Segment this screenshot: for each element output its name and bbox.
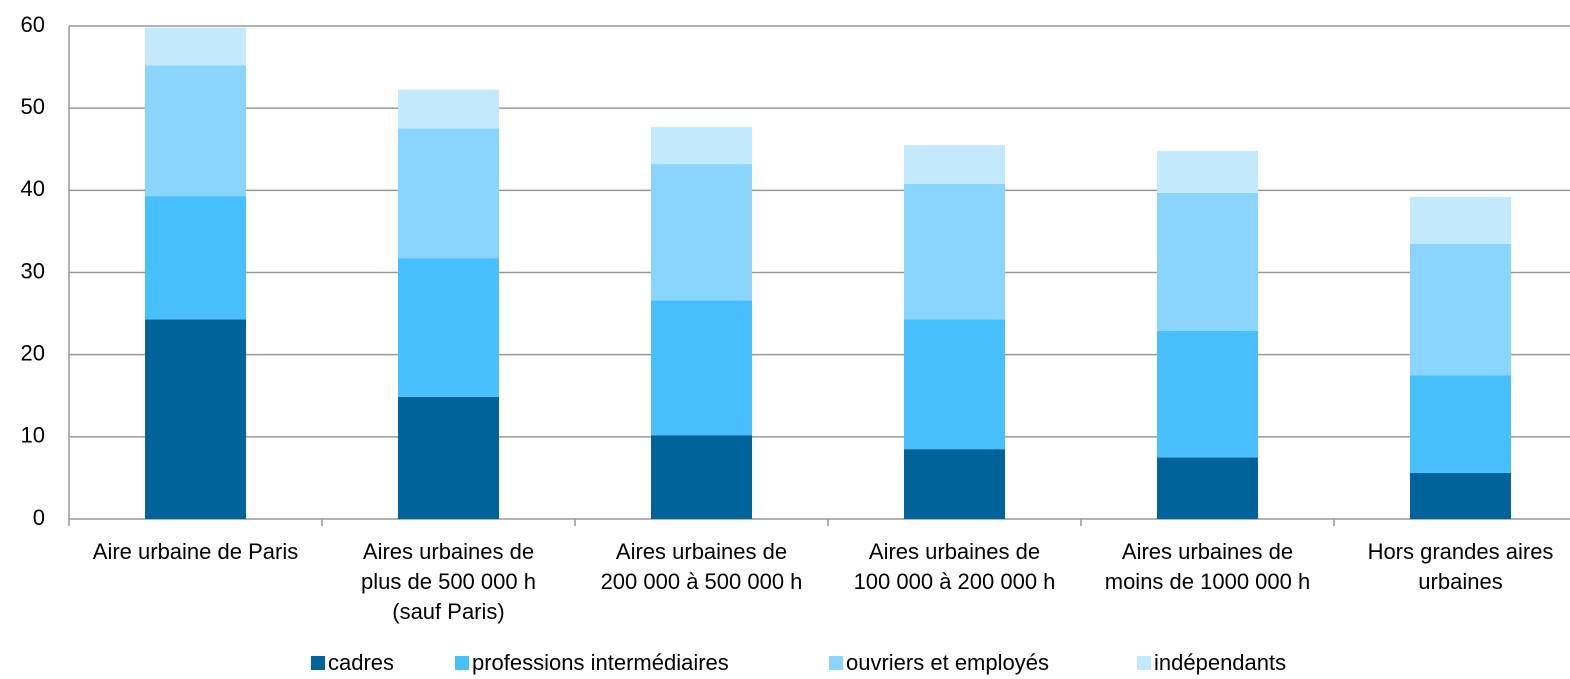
bar-segment — [1410, 472, 1511, 519]
bar-segment — [145, 319, 246, 519]
bar-segment — [651, 164, 752, 301]
y-tick-label: 50 — [21, 94, 45, 119]
bar-segment — [1410, 375, 1511, 473]
x-tick-label: Aires urbaines de 100 000 à 200 000 h — [853, 539, 1056, 594]
x-tick-label: Hors grandes aires urbaines — [1367, 539, 1554, 594]
y-tick-label: 30 — [21, 258, 45, 283]
legend-swatch — [455, 656, 469, 670]
legend-label: cadres — [328, 650, 394, 675]
bar-segment — [904, 183, 1005, 320]
bar-segment — [904, 319, 1005, 450]
bar-segment — [145, 27, 246, 66]
bar-segment — [145, 65, 246, 197]
legend-swatch — [1137, 656, 1151, 670]
bar-segment — [651, 127, 752, 165]
y-tick-label: 20 — [21, 340, 45, 365]
x-tick-label: Aires urbaines de plus de 500 000 h (sau… — [361, 539, 536, 624]
legend-label: ouvriers et employés — [846, 650, 1049, 675]
bar-segment — [904, 145, 1005, 184]
legend-label: indépendants — [1154, 650, 1286, 675]
x-tick-label: Aires urbaines de moins de 1000 000 h — [1104, 539, 1311, 594]
bar-segment — [1157, 457, 1258, 519]
bar-segment — [398, 89, 499, 129]
bar-segment — [651, 435, 752, 519]
bar-segment — [1410, 196, 1511, 244]
bar-segment — [398, 128, 499, 259]
bar-segment — [398, 396, 499, 519]
bar-segment — [1157, 330, 1258, 458]
bar-segment — [904, 449, 1005, 519]
bar-segment — [398, 258, 499, 397]
bar-segment — [1410, 243, 1511, 376]
y-tick-label: 60 — [21, 12, 45, 37]
bar-segment — [1157, 150, 1258, 193]
bar-segment — [1157, 192, 1258, 331]
y-tick-label: 0 — [33, 505, 45, 530]
legend-label: professions intermédiaires — [472, 650, 729, 675]
x-tick-label: Aires urbaines de 200 000 à 500 000 h — [600, 539, 803, 594]
y-tick-label: 40 — [21, 176, 45, 201]
legend-swatch — [311, 656, 325, 670]
x-tick-label: Aire urbaine de Paris — [92, 539, 299, 564]
y-tick-label: 10 — [21, 423, 45, 448]
bar-segment — [145, 196, 246, 320]
bar-segment — [651, 300, 752, 436]
legend-swatch — [829, 656, 843, 670]
